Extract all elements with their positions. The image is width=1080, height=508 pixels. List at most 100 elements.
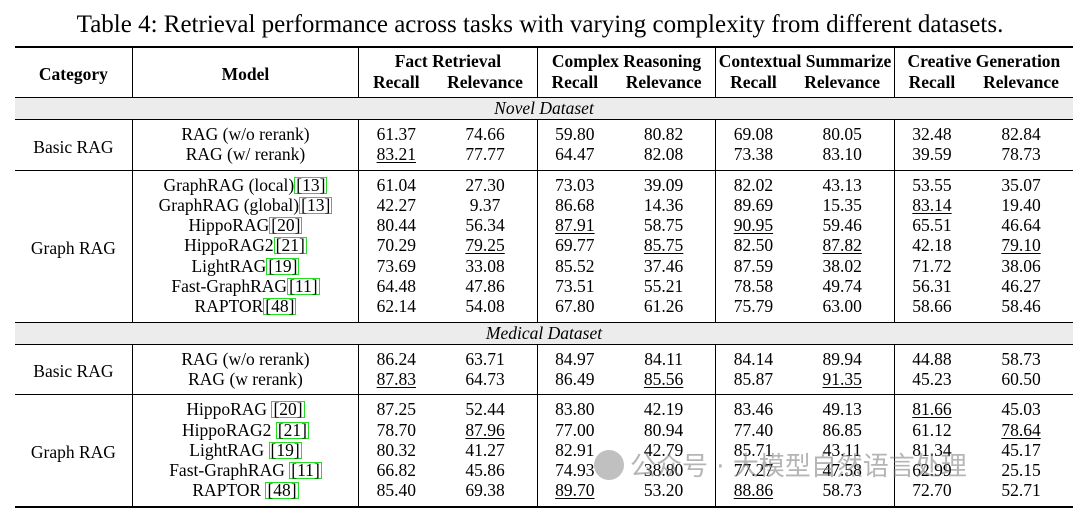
- metric-value: 38.06: [1001, 255, 1041, 276]
- citation-number: 13: [302, 174, 320, 195]
- recall-cell: 44.88: [893, 344, 970, 369]
- model-name: GraphRAG (local): [163, 174, 295, 195]
- metric-value: 84.11: [644, 348, 683, 369]
- metric-value: 82.50: [733, 235, 774, 256]
- citation-link[interactable]: [48]: [265, 480, 299, 501]
- recall-cell: 78.70: [358, 419, 434, 440]
- citation-number: 13: [306, 194, 325, 215]
- metric-value: 42.19: [643, 399, 684, 420]
- metric-value: 63.71: [465, 348, 505, 369]
- model-cell: RAG (w rerank): [131, 368, 359, 396]
- metric-value: 58.73: [1001, 348, 1041, 369]
- relevance-cell: 25.15: [969, 460, 1073, 480]
- citation-link[interactable]: [20]: [271, 399, 305, 420]
- table-caption: Table 4: Retrieval performance across ta…: [76, 11, 1004, 38]
- model-name: RAG (w/o rerank): [181, 124, 310, 144]
- metric-value: 62.14: [376, 296, 416, 317]
- recall-cell: 71.72: [893, 255, 970, 277]
- citation-link[interactable]: [48]: [263, 296, 297, 317]
- metric-value: 42.79: [643, 439, 684, 460]
- relevance-cell: 64.73: [433, 368, 538, 396]
- relevance-cell: 46.64: [969, 215, 1073, 235]
- metric-value: 45.03: [1001, 399, 1041, 420]
- table-row: LightRAG [19] 73.69 33.08 85.52 37.46 87.59 38.…: [15, 255, 1073, 277]
- table-row: HippoRAG [20] 80.44 56.34 87.91 58.75 90.95 59.…: [15, 215, 1073, 236]
- metric-value: 61.26: [643, 296, 684, 317]
- header-recall: Recall: [893, 72, 970, 98]
- recall-cell: 77.27: [715, 460, 791, 481]
- metric-value: 49.13: [822, 399, 862, 420]
- recall-cell: 61.37: [358, 119, 434, 145]
- recall-cell: 86.49: [536, 368, 612, 396]
- metric-value: 85.71: [733, 439, 774, 460]
- relevance-cell: 61.26: [611, 296, 716, 323]
- recall-cell: 81.34: [893, 439, 970, 461]
- citation-link[interactable]: [19]: [268, 439, 302, 460]
- recall-cell: 69.08: [715, 119, 791, 145]
- metric-value: 69.08: [733, 124, 774, 144]
- recall-cell: 42.27: [358, 194, 434, 216]
- section-row: Novel Dataset: [15, 97, 1073, 120]
- citation-link[interactable]: [11]: [289, 460, 322, 481]
- recall-cell: 82.50: [715, 235, 791, 256]
- citation-link[interactable]: [21]: [273, 235, 307, 256]
- metric-value: 91.35: [822, 368, 862, 389]
- metric-value: 80.44: [376, 215, 416, 236]
- recall-cell: 78.58: [715, 276, 791, 297]
- relevance-cell: 77.77: [433, 144, 538, 171]
- metric-value: 74.66: [465, 124, 505, 144]
- recall-cell: 83.21: [358, 144, 434, 171]
- recall-cell: 86.24: [358, 344, 434, 369]
- relevance-cell: 80.94: [612, 420, 716, 440]
- metric-value: 43.13: [822, 174, 862, 195]
- recall-cell: 85.40: [358, 480, 434, 508]
- relevance-cell: 83.10: [790, 144, 895, 171]
- relevance-cell: 58.75: [612, 215, 716, 235]
- header-relevance: Relevance: [969, 72, 1073, 98]
- metric-value: 79.10: [1001, 235, 1041, 256]
- recall-cell: 64.48: [358, 276, 434, 297]
- table-row: Fast-GraphRAG [11] 64.48 47.86 73.51 55.21 78.…: [15, 276, 1073, 297]
- model-name: RAG (w/o rerank): [181, 348, 310, 369]
- section-title: Medical Dataset: [15, 321, 1073, 345]
- citation-link[interactable]: [13]: [294, 174, 328, 195]
- metric-value: 25.15: [1001, 460, 1041, 481]
- relevance-cell: 14.36: [612, 195, 716, 215]
- table-row: Graph RAG GraphRAG (local) [13] 61.04 27.30 7…: [15, 170, 1073, 323]
- table-row: HippoRAG2 [21] 78.70 87.96 77.00 80.94 77.40 8…: [15, 419, 1073, 440]
- metric-value: 67.80: [555, 296, 595, 317]
- relevance-cell: 38.80: [612, 460, 716, 480]
- metric-value: 84.14: [733, 348, 774, 369]
- recall-cell: 77.00: [536, 419, 612, 440]
- relevance-cell: 45.86: [433, 460, 537, 480]
- header-recall: Recall: [536, 72, 612, 98]
- relevance-cell: 58.46: [969, 296, 1073, 323]
- metric-value: 58.46: [1001, 296, 1041, 317]
- citation-link[interactable]: [11]: [287, 276, 320, 297]
- metric-value: 66.82: [376, 460, 416, 481]
- model-name: HippoRAG2: [181, 419, 276, 440]
- header-row-tasks: Category Model Fact Retrieval Complex Re…: [15, 46, 1073, 98]
- metric-value: 73.69: [376, 255, 416, 276]
- relevance-cell: 84.11: [612, 344, 716, 369]
- recall-cell: 66.82: [358, 460, 434, 481]
- citation-link[interactable]: [21]: [275, 419, 309, 440]
- relevance-cell: 86.85: [791, 420, 895, 440]
- metric-value: 70.29: [376, 235, 416, 256]
- header-relevance: Relevance: [433, 72, 538, 98]
- citation-link[interactable]: [20]: [269, 215, 303, 236]
- metric-value: 47.86: [465, 276, 505, 297]
- recall-cell: 84.14: [715, 344, 791, 369]
- relevance-cell: 49.74: [791, 276, 895, 296]
- relevance-cell: 63.00: [790, 296, 895, 323]
- model-cell: GraphRAG (global) [13]: [131, 194, 359, 216]
- citation-link[interactable]: [19]: [266, 255, 300, 276]
- relevance-cell: 15.35: [791, 195, 895, 215]
- metric-value: 77.00: [555, 419, 595, 440]
- relevance-cell: 52.71: [969, 480, 1073, 508]
- metric-value: 83.21: [376, 144, 416, 165]
- recall-cell: 85.87: [715, 368, 791, 396]
- citation-link[interactable]: [13]: [299, 194, 333, 215]
- model-cell: RAG (w/o rerank): [131, 119, 359, 145]
- header-row-metrics: Recall Relevance Recall Relevance Recall…: [15, 72, 1073, 98]
